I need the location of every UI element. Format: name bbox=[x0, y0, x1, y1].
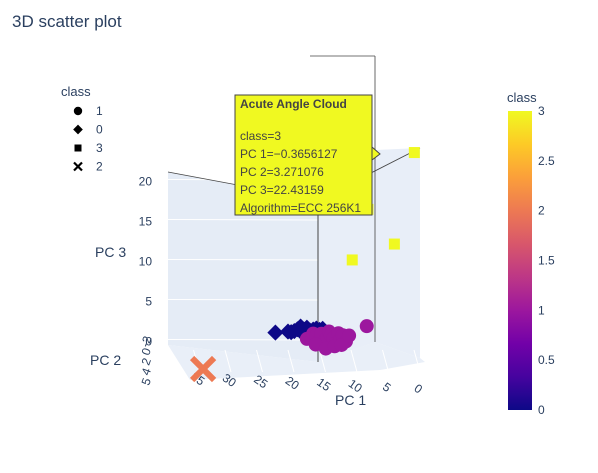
hover-pointer bbox=[371, 145, 381, 161]
data-point-class-1[interactable] bbox=[342, 328, 357, 343]
legend-symbol-square[interactable] bbox=[74, 144, 82, 152]
hover-line: Algorithm=ECC 256K1 bbox=[240, 201, 361, 215]
y-tick-label: 5 bbox=[139, 376, 155, 387]
x-tick-label: 15 bbox=[314, 375, 333, 394]
x-tick-label: 5 bbox=[380, 380, 394, 395]
legend-symbol-circle[interactable] bbox=[73, 106, 83, 116]
hover-tooltip: Acute Angle Cloud class=3 PC 1=−0.3656127… bbox=[234, 94, 381, 216]
legend[interactable]: class 1 0 3 2 bbox=[61, 84, 103, 174]
y-tick-label: 0 bbox=[139, 346, 155, 357]
data-point-class-2[interactable] bbox=[189, 355, 217, 383]
chart-title: 3D scatter plot bbox=[12, 12, 122, 31]
scene-floor bbox=[168, 342, 425, 380]
z-tick-label: 0 bbox=[145, 335, 152, 349]
data-point-class-1[interactable] bbox=[359, 319, 374, 334]
gridline bbox=[167, 219, 319, 221]
gridline bbox=[382, 349, 389, 373]
data-point-class-0[interactable] bbox=[267, 324, 284, 341]
colorbar: class 3 2.5 2 1.5 1 0.5 0 bbox=[507, 90, 555, 417]
legend-symbol-diamond[interactable] bbox=[73, 124, 83, 135]
y-tick-label: -2 bbox=[138, 334, 155, 349]
data-point-class-1[interactable] bbox=[334, 337, 349, 352]
z-tick-label: 10 bbox=[139, 255, 153, 269]
hover-line: PC 3=22.43159 bbox=[240, 183, 324, 197]
gridline bbox=[167, 259, 319, 261]
colorbar-tick-label: 0.5 bbox=[538, 353, 555, 367]
gridline bbox=[167, 299, 319, 301]
z-tick-label: 20 bbox=[139, 175, 153, 189]
hover-line: class=3 bbox=[240, 129, 281, 143]
gridline bbox=[256, 349, 263, 373]
legend-symbol-x[interactable] bbox=[73, 161, 83, 172]
colorbar-tick-label: 2.5 bbox=[538, 154, 555, 168]
legend-item-0[interactable]: 0 bbox=[73, 123, 103, 137]
legend-label: 0 bbox=[96, 123, 103, 137]
hover-line: PC 2=3.271076 bbox=[240, 165, 324, 179]
colorbar-tick-label: 1 bbox=[538, 303, 545, 317]
legend-label: 3 bbox=[96, 141, 103, 155]
colorbar-tick-label: 2 bbox=[538, 204, 545, 218]
data-point-class-3[interactable] bbox=[346, 254, 358, 266]
y-tick-label: 4 bbox=[139, 366, 155, 377]
gridline bbox=[224, 349, 232, 373]
z-tick-label: 15 bbox=[139, 215, 153, 229]
legend-label: 2 bbox=[96, 160, 103, 174]
colorbar-title: class bbox=[507, 90, 537, 105]
data-point-class-3[interactable] bbox=[408, 147, 420, 159]
legend-item-2[interactable]: 2 bbox=[73, 160, 103, 174]
legend-label: 1 bbox=[96, 104, 103, 118]
gridline bbox=[167, 339, 319, 341]
hover-header: Acute Angle Cloud bbox=[240, 97, 347, 111]
x-tick-label: 0 bbox=[412, 381, 426, 396]
z-axis-title: PC 3 bbox=[95, 244, 126, 260]
y-axis-title: PC 2 bbox=[90, 352, 121, 368]
legend-item-1[interactable]: 1 bbox=[73, 104, 103, 118]
gridline bbox=[350, 349, 358, 373]
gridline bbox=[413, 349, 421, 373]
colorbar-gradient bbox=[508, 111, 532, 410]
legend-title: class bbox=[61, 84, 91, 99]
legend-item-3[interactable]: 3 bbox=[74, 141, 104, 155]
x-tick-label: 20 bbox=[283, 374, 302, 393]
data-points[interactable] bbox=[189, 147, 420, 383]
y-tick-label: 2 bbox=[139, 356, 155, 367]
z-tick-label: 5 bbox=[145, 295, 152, 309]
gridline bbox=[287, 349, 295, 373]
hover-box bbox=[234, 94, 373, 216]
hover-line: PC 1=−0.3656127 bbox=[240, 147, 338, 161]
gridline bbox=[319, 349, 326, 373]
colorbar-tick-label: 1.5 bbox=[538, 254, 555, 268]
colorbar-tick-label: 3 bbox=[538, 104, 545, 118]
x-axis-title: PC 1 bbox=[335, 392, 366, 408]
data-point-class-0[interactable] bbox=[298, 319, 315, 336]
data-point-class-3[interactable] bbox=[388, 238, 400, 250]
colorbar-tick-label: 0 bbox=[538, 403, 545, 417]
